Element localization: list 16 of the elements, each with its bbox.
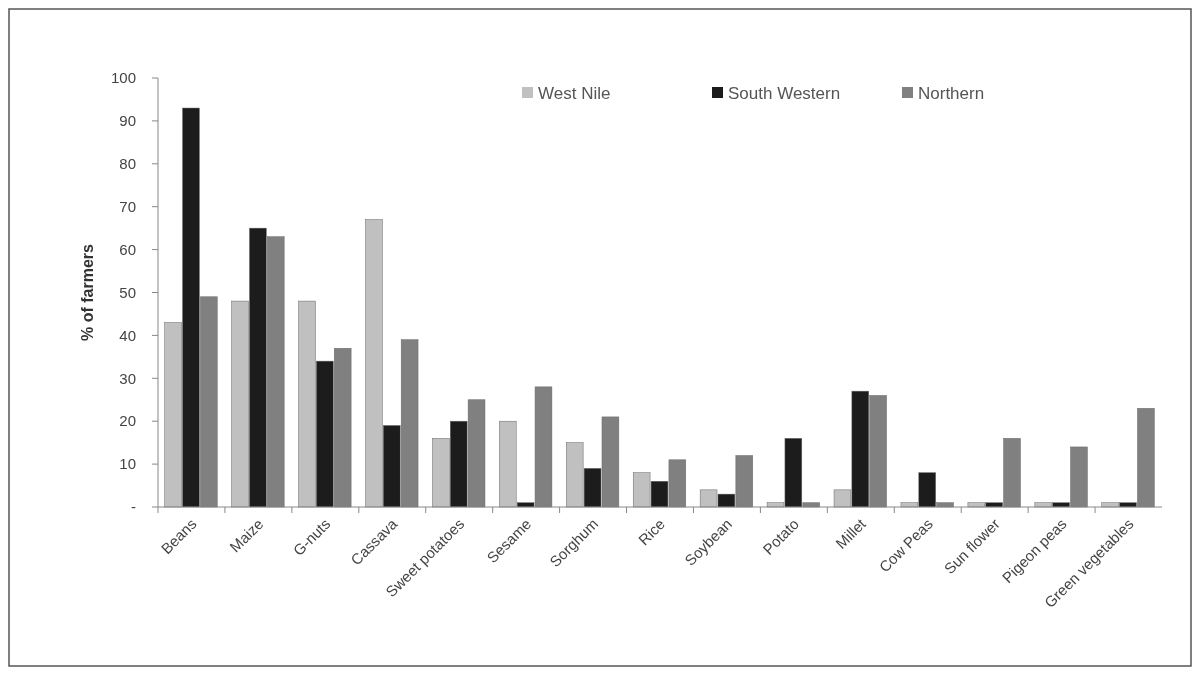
- y-tick-label: 70: [119, 197, 136, 215]
- y-tick-label: 60: [119, 240, 136, 258]
- y-tick-label: 30: [119, 369, 136, 387]
- x-tick-label: Rice: [634, 515, 669, 549]
- legend-label: West Nile: [538, 83, 611, 103]
- y-tick-label: 40: [119, 326, 136, 344]
- y-tick-label: 10: [119, 455, 136, 473]
- y-tick-label: 90: [119, 112, 136, 130]
- y-tick-label: 20: [119, 412, 136, 430]
- y-tick-label: 100: [110, 69, 136, 87]
- y-axis-title: % of farmers: [79, 243, 96, 341]
- legend-label: South Western: [728, 83, 841, 103]
- y-tick-label: 80: [119, 155, 136, 173]
- y-tick-label: 50: [119, 283, 136, 301]
- y-tick-label: -: [131, 498, 136, 516]
- legend-label: Northern: [918, 83, 985, 103]
